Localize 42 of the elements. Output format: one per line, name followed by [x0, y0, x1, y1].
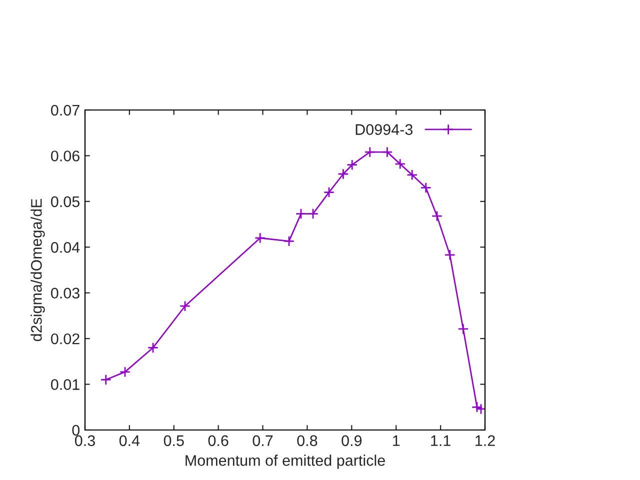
point [100, 374, 112, 386]
x-tick-label: 0.8 [297, 435, 318, 446]
x-tick-label: 1.2 [476, 435, 495, 446]
point [307, 208, 319, 220]
point [283, 236, 295, 247]
y-tick-label: 0.05 [51, 196, 80, 208]
point [295, 208, 307, 220]
point [458, 323, 469, 335]
x-tick-label: 0.9 [342, 435, 362, 446]
point [179, 300, 191, 312]
y-tick-label: 0.02 [51, 333, 80, 344]
y-tick-label: 0.01 [51, 379, 80, 390]
point [475, 403, 485, 415]
x-tick-label: 1 [393, 435, 400, 446]
y-tick-label: 0.04 [51, 242, 80, 253]
point [364, 146, 376, 158]
point [119, 366, 131, 378]
x-tick-label: 0.4 [119, 435, 140, 446]
point [444, 249, 456, 260]
point [382, 146, 393, 158]
x-tick-label: 0.7 [252, 435, 273, 446]
x-axis-title: Momentum of emitted particle [186, 454, 385, 469]
point [431, 210, 443, 222]
x-tick-label: 1.1 [431, 435, 450, 446]
legend-label: D0994-3 [356, 124, 413, 135]
y-axis-title: d2sigma/dOmega/dE [30, 198, 45, 342]
point [147, 342, 159, 354]
x-tick-label: 0.6 [208, 435, 228, 446]
point [406, 169, 418, 180]
point [338, 168, 349, 180]
point [394, 158, 406, 170]
point [420, 182, 432, 194]
point [254, 232, 266, 244]
x-tick-label: 0.3 [74, 435, 95, 446]
point [471, 402, 483, 413]
y-tick-label: 0.07 [51, 104, 80, 116]
point [346, 159, 358, 170]
y-tick-label: 0.03 [51, 288, 80, 299]
point [323, 186, 335, 198]
y-tick-label: 0 [72, 424, 80, 436]
y-tick-label: 0.06 [51, 150, 80, 162]
x-tick-label: 0.5 [164, 435, 184, 446]
